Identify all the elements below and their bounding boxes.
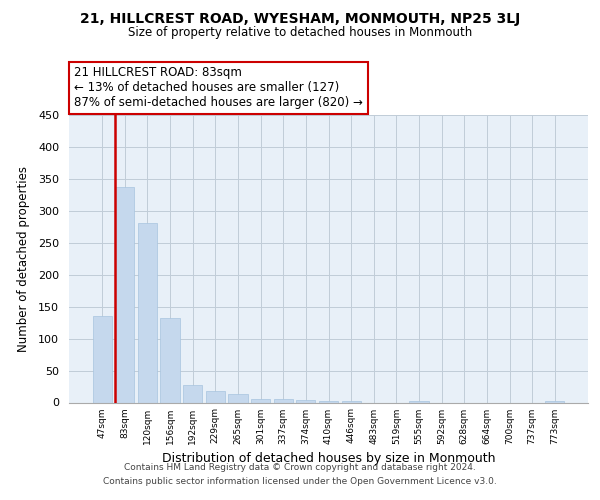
Bar [274,400,293,402]
Bar [409,400,428,402]
Text: 21 HILLCREST ROAD: 83sqm
← 13% of detached houses are smaller (127)
87% of semi-: 21 HILLCREST ROAD: 83sqm ← 13% of detach… [74,66,363,110]
Bar [138,223,157,402]
Text: 21, HILLCREST ROAD, WYESHAM, MONMOUTH, NP25 3LJ: 21, HILLCREST ROAD, WYESHAM, MONMOUTH, N… [80,12,520,26]
Y-axis label: Number of detached properties: Number of detached properties [17,166,30,352]
Bar [183,385,202,402]
Bar [206,391,225,402]
Bar [296,400,316,402]
Bar [229,394,248,402]
Bar [319,400,338,402]
Bar [92,316,112,402]
Bar [545,400,565,402]
Bar [115,186,134,402]
Bar [251,398,270,402]
Text: Contains public sector information licensed under the Open Government Licence v3: Contains public sector information licen… [103,477,497,486]
Bar [341,401,361,402]
Text: Contains HM Land Registry data © Crown copyright and database right 2024.: Contains HM Land Registry data © Crown c… [124,464,476,472]
Text: Size of property relative to detached houses in Monmouth: Size of property relative to detached ho… [128,26,472,39]
X-axis label: Distribution of detached houses by size in Monmouth: Distribution of detached houses by size … [162,452,495,465]
Bar [160,318,180,402]
